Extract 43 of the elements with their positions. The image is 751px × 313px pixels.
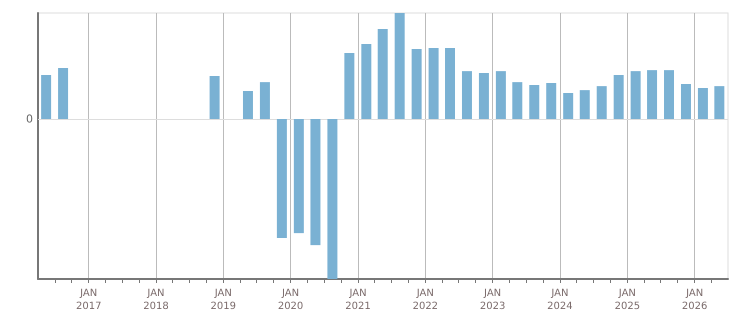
ref-line-label: 0 [26, 112, 33, 126]
bar [428, 48, 439, 120]
bar [546, 83, 556, 120]
bar [242, 91, 253, 120]
bar [563, 92, 574, 120]
bar [698, 88, 708, 120]
bar [361, 44, 372, 120]
bar [714, 86, 724, 120]
bar [378, 28, 388, 120]
bar [310, 119, 320, 246]
bar [630, 71, 641, 120]
bar [614, 75, 624, 120]
bar [276, 119, 287, 238]
x-tick-label: JAN 2023 [480, 288, 506, 312]
x-tick-label: JAN 2018 [143, 288, 169, 312]
x-tick-label: JAN 2020 [278, 288, 304, 312]
bar [647, 70, 658, 120]
bar [496, 71, 506, 120]
bar [580, 90, 590, 120]
bar [294, 119, 304, 234]
bar [462, 71, 472, 120]
bar [344, 52, 354, 120]
bar [58, 68, 68, 120]
bar [41, 75, 52, 120]
x-tick-label: JAN 2019 [210, 288, 236, 312]
x-tick-label: JAN 2024 [547, 288, 573, 312]
bar [327, 119, 338, 279]
x-tick-label: JAN 2025 [614, 288, 640, 312]
bar [210, 76, 220, 120]
bar [394, 13, 405, 120]
bar [664, 70, 674, 120]
bar [596, 86, 607, 120]
bar [680, 84, 691, 120]
x-tick-label: JAN 2021 [345, 288, 371, 312]
x-tick-label: JAN 2017 [76, 288, 102, 312]
x-tick-label: JAN 2022 [412, 288, 438, 312]
bar [529, 84, 540, 120]
bar [478, 72, 489, 120]
bar [445, 48, 456, 120]
bar [412, 48, 422, 120]
x-tick-label: JAN 2026 [682, 288, 708, 312]
bar [512, 82, 522, 120]
bar [260, 82, 270, 120]
